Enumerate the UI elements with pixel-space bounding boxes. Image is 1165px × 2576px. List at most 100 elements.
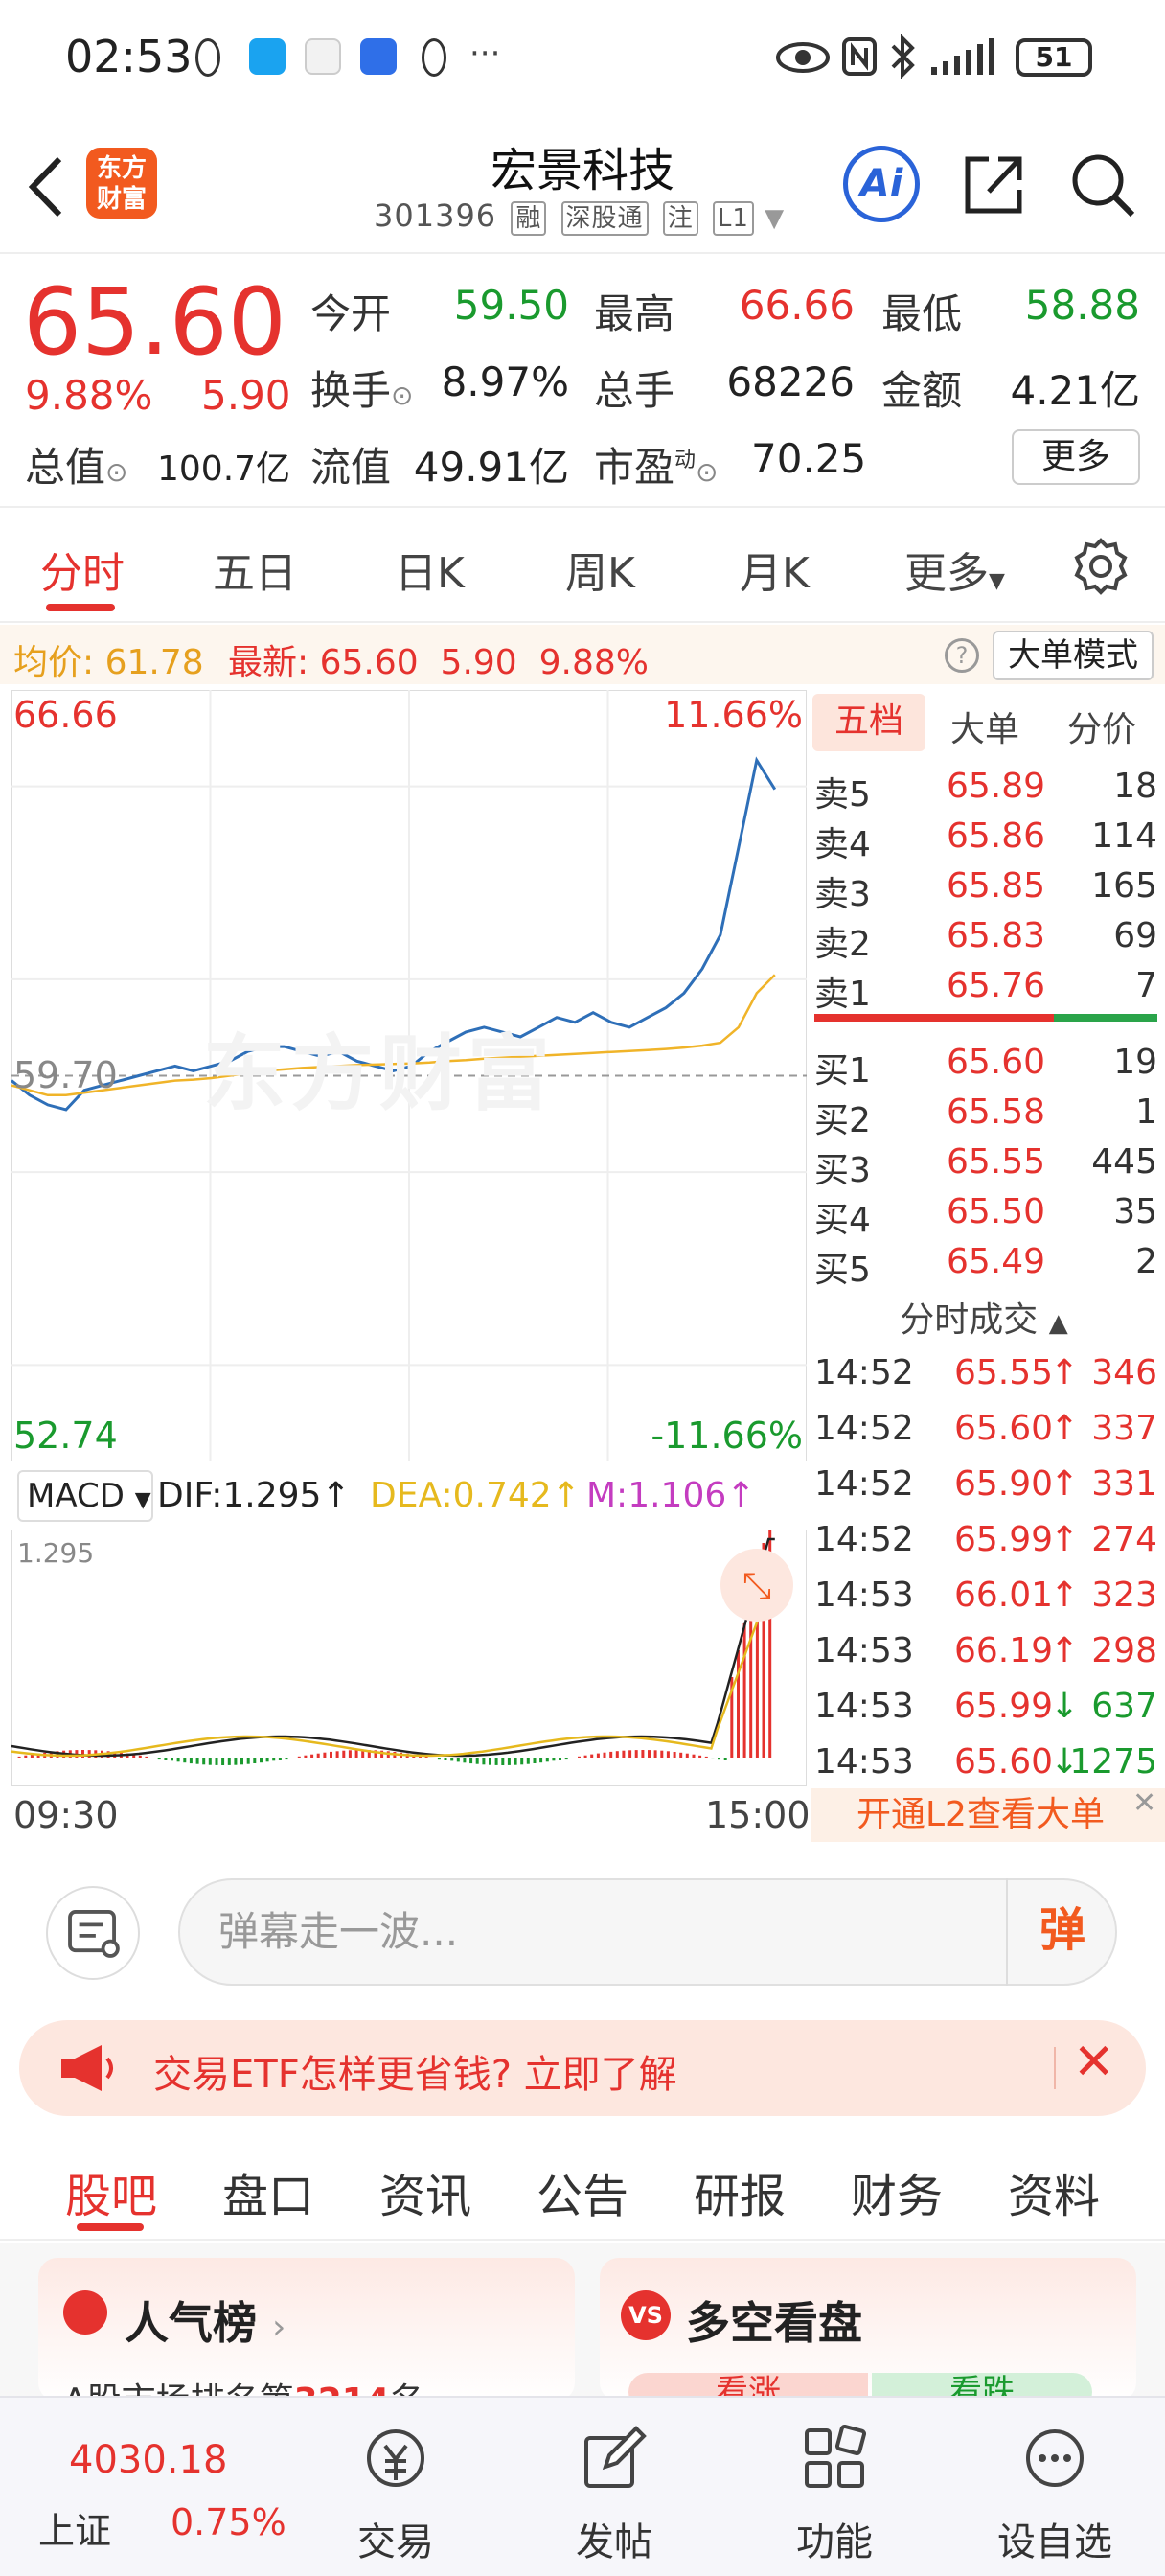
- macd-chart[interactable]: 1.295 ⤡: [11, 1516, 808, 1787]
- tab-research[interactable]: 研报: [694, 2170, 787, 2223]
- add-watchlist-icon[interactable]: [1021, 2425, 1088, 2492]
- danmu-settings-icon[interactable]: [46, 1886, 140, 1980]
- tab-profile[interactable]: 资料: [1008, 2170, 1101, 2223]
- bid-row[interactable]: 买5 65.49 2: [811, 1236, 1157, 1290]
- active-tab-underline: [46, 604, 115, 611]
- indicator-selector[interactable]: MACD ▼: [17, 1470, 153, 1522]
- trade-row: 14:53 65.60 ↓ 1275: [811, 1736, 1157, 1792]
- intraday-chart[interactable]: 东方财富 66.66 11.66% 59.70 52.74 -11.66%: [11, 689, 808, 1462]
- ai-button[interactable]: Ai: [843, 146, 920, 222]
- ask-row[interactable]: 卖5 65.89 18: [811, 761, 1157, 815]
- macd-bar: [285, 1758, 288, 1760]
- ask-label: 卖1: [814, 975, 871, 1014]
- trade-volume: 1275: [1069, 1742, 1157, 1782]
- trade-time: 14:52: [814, 1409, 914, 1448]
- etf-ad-banner[interactable]: 交易ETF怎样更省钱? 立即了解 ✕: [19, 2020, 1146, 2116]
- index-pct[interactable]: 0.75%: [171, 2501, 286, 2543]
- back-arrow-icon[interactable]: [25, 153, 67, 220]
- dropdown-icon: ▼: [134, 1488, 151, 1512]
- expand-icon[interactable]: ⤡: [720, 1549, 793, 1622]
- bid-row[interactable]: 买2 65.58 1: [811, 1087, 1157, 1140]
- index-name[interactable]: 上证: [38, 2510, 112, 2552]
- close-icon[interactable]: ✕: [1073, 2034, 1115, 2091]
- info-icon: ⊙: [391, 380, 414, 411]
- nav-post[interactable]: 发帖: [576, 2520, 652, 2564]
- ask-row[interactable]: 卖2 65.83 69: [811, 910, 1157, 964]
- bid-label: 买3: [814, 1151, 871, 1190]
- trades-title[interactable]: 分时成交 ▲: [900, 1300, 1068, 1340]
- tab-five-day[interactable]: 五日: [213, 549, 297, 598]
- settings-gear-icon[interactable]: [1071, 537, 1131, 596]
- nav-add-watchlist[interactable]: 设自选: [997, 2520, 1112, 2564]
- danmu-send-button[interactable]: 弹: [1006, 1878, 1117, 1986]
- bid-row[interactable]: 买4 65.50 35: [811, 1186, 1157, 1240]
- trade-direction-icon: ↑: [1050, 1631, 1080, 1670]
- pe-value: 70.25: [751, 435, 867, 482]
- functions-icon[interactable]: [801, 2425, 868, 2492]
- l2-upgrade-banner[interactable]: 开通L2查看大单: [811, 1788, 1165, 1842]
- search-icon[interactable]: [1067, 150, 1136, 218]
- trade-time: 14:52: [814, 1520, 914, 1559]
- trade-price: 65.99: [954, 1687, 1054, 1726]
- macd-bar: [132, 1754, 136, 1758]
- trade-price: 65.60: [954, 1409, 1054, 1448]
- close-banner-icon[interactable]: ✕: [1132, 1786, 1157, 1820]
- bid-price: 65.49: [947, 1242, 1046, 1281]
- bid-row[interactable]: 买3 65.55 445: [811, 1137, 1157, 1190]
- tag-connect: 深股通: [560, 201, 649, 236]
- ad-divider: [1054, 2047, 1056, 2089]
- tab-pankou[interactable]: 盘口: [222, 2170, 315, 2223]
- trade-icon[interactable]: [362, 2425, 429, 2492]
- macd-bar: [367, 1750, 371, 1758]
- avg-price-line: [11, 974, 776, 1097]
- info-icon: ⊙: [105, 456, 128, 488]
- macd-bar: [164, 1758, 168, 1760]
- tab-finance[interactable]: 财务: [851, 2170, 944, 2223]
- long-short-card[interactable]: VS 多空看盘 看涨 看跌: [600, 2258, 1136, 2411]
- order-book-panel: 五档 大单 分价 卖5 65.89 18 卖4 65.86 114 卖3 65.85 165 卖2…: [811, 688, 1165, 1843]
- ask-row[interactable]: 卖4 65.86 114: [811, 811, 1157, 864]
- turnover-label: 换手⊙: [310, 367, 414, 414]
- popularity-card[interactable]: 人气榜 › A股市场排名第3214名: [38, 2258, 575, 2421]
- share-icon[interactable]: [960, 150, 1029, 218]
- open-label: 今开: [310, 290, 392, 337]
- tab-weekly-k[interactable]: 周K: [565, 549, 635, 598]
- more-quote-button[interactable]: 更多: [1012, 429, 1140, 485]
- ask-row[interactable]: 卖1 65.76 7: [811, 960, 1157, 1014]
- nav-trade[interactable]: 交易: [357, 2520, 434, 2564]
- tab-intraday[interactable]: 分时: [40, 549, 125, 598]
- more-notifications-icon: ···: [469, 34, 501, 73]
- macd-bar: [564, 1758, 568, 1760]
- tab-price-distribution[interactable]: 分价: [1067, 710, 1137, 749]
- macd-bar: [698, 1755, 702, 1758]
- tag-registered: 注: [662, 201, 698, 236]
- chevron-down-icon[interactable]: ▼: [765, 204, 786, 233]
- ask-volume: 165: [1091, 866, 1157, 906]
- order-book-tabs: 五档 大单 分价: [811, 688, 1165, 757]
- tab-five-levels[interactable]: 五档: [812, 694, 925, 751]
- big-order-mode-button[interactable]: 大单模式: [993, 631, 1154, 680]
- macd-bar: [578, 1756, 581, 1758]
- tab-monthly-k[interactable]: 月K: [740, 549, 810, 598]
- dif-line: [11, 1537, 775, 1758]
- macd-bar: [456, 1758, 460, 1762]
- trade-direction-icon: ↑: [1050, 1409, 1080, 1448]
- bid-row[interactable]: 买1 65.60 19: [811, 1037, 1157, 1091]
- macd-bar: [316, 1753, 320, 1758]
- post-icon[interactable]: [581, 2425, 648, 2492]
- index-value[interactable]: 4030.18: [69, 2438, 228, 2482]
- ask-row[interactable]: 卖3 65.85 165: [811, 861, 1157, 914]
- tab-big-orders[interactable]: 大单: [950, 710, 1020, 749]
- help-icon[interactable]: ?: [945, 638, 979, 673]
- tab-more[interactable]: 更多▼: [904, 549, 1005, 598]
- nav-functions[interactable]: 功能: [796, 2520, 873, 2564]
- trade-direction-icon: ↓: [1050, 1687, 1080, 1726]
- macd-bar: [215, 1758, 218, 1765]
- current-price: 65.60: [23, 268, 286, 376]
- tab-daily-k[interactable]: 日K: [395, 549, 465, 598]
- tab-news[interactable]: 资讯: [379, 2170, 472, 2223]
- tab-announcements[interactable]: 公告: [537, 2170, 629, 2223]
- macd-bar: [437, 1758, 441, 1760]
- danmu-input[interactable]: 弹幕走一波...: [178, 1878, 1117, 1986]
- tab-guba[interactable]: 股吧: [65, 2170, 158, 2223]
